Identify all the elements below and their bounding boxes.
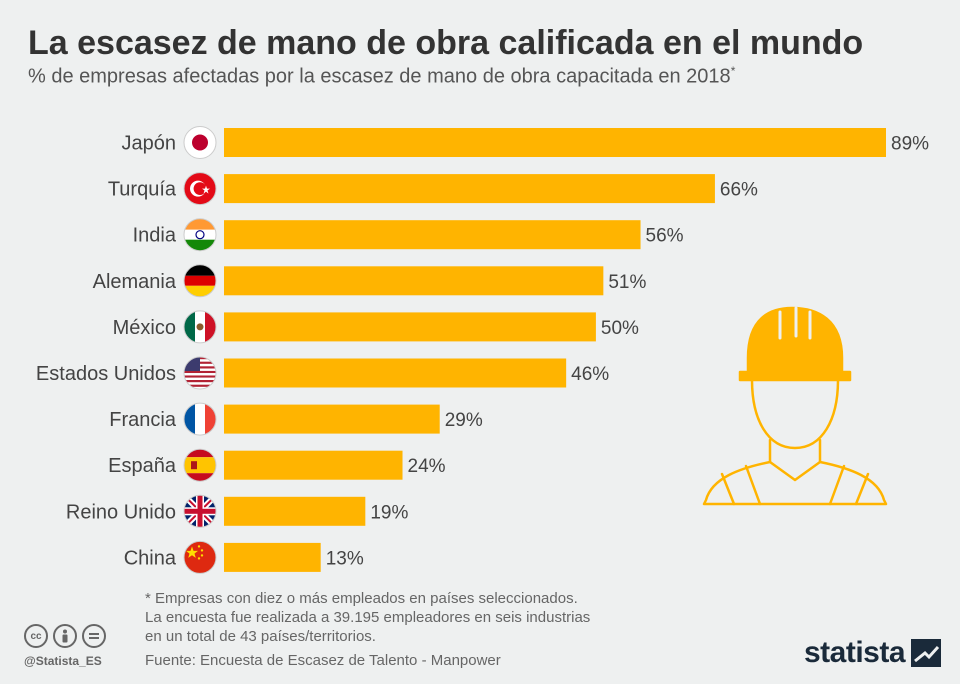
uk-flag-icon	[183, 494, 217, 528]
bar	[224, 404, 440, 434]
country-label: China	[124, 547, 177, 569]
value-label: 56%	[646, 226, 684, 247]
country-label: Francia	[109, 409, 177, 431]
by-icon[interactable]	[53, 624, 77, 648]
japan-flag-icon	[183, 126, 217, 159]
bar	[224, 266, 604, 296]
subtitle-text: % de empresas afectadas por la escasez d…	[28, 65, 731, 88]
footnote: * Empresas con diez o más empleados en p…	[145, 589, 590, 646]
bar	[224, 496, 366, 526]
bar	[224, 358, 567, 388]
social-handle[interactable]: @Statista_ES	[24, 654, 102, 668]
statista-logo[interactable]: statista	[804, 636, 942, 670]
statista-logo-icon	[911, 639, 942, 667]
country-label: Japón	[122, 133, 177, 155]
bar	[224, 128, 886, 157]
usa-flag-icon	[183, 356, 217, 390]
nd-icon[interactable]	[82, 624, 106, 648]
footnote-line: en un total de 43 países/territorios.	[145, 628, 376, 645]
brand-name: statista	[804, 636, 906, 669]
bar	[224, 542, 321, 572]
chart-title: La escasez de mano de obra calificada en…	[28, 24, 864, 62]
country-label: España	[108, 455, 177, 477]
country-label: Turquía	[108, 179, 177, 201]
value-label: 19%	[370, 502, 408, 523]
bars-layer: 89% Japón 66% Turquía 56% India 51% Alemania 50%…	[36, 126, 929, 574]
bar	[224, 174, 715, 204]
footnote-line: La encuesta fue realizada a 39.195 emple…	[145, 609, 591, 626]
value-label: 29%	[445, 410, 483, 431]
bar-chart: 89% Japón 66% Turquía 56% India 51% Alemania 50%…	[36, 126, 929, 574]
cc-icon[interactable]: cc	[24, 624, 48, 648]
india-flag-icon	[183, 218, 217, 252]
value-label: 46%	[571, 364, 609, 385]
germany-flag-icon	[183, 264, 217, 298]
footnote-line: * Empresas con diez o más empleados en p…	[145, 590, 578, 607]
turkey-flag-icon	[183, 172, 217, 206]
mexico-flag-icon	[183, 310, 217, 344]
country-label: India	[133, 225, 177, 247]
value-label: 24%	[408, 456, 446, 477]
bar	[224, 312, 596, 342]
license-icons[interactable]: cc	[24, 624, 106, 648]
equals-icon	[89, 633, 99, 639]
person-icon	[62, 629, 68, 643]
value-label: 66%	[720, 180, 758, 201]
country-label: México	[113, 317, 176, 339]
spain-flag-icon	[183, 448, 217, 482]
value-label: 50%	[601, 318, 639, 339]
bar	[224, 220, 641, 250]
value-label: 13%	[326, 548, 364, 569]
chart-subtitle: % de empresas afectadas por la escasez d…	[28, 64, 735, 89]
source-note: Fuente: Encuesta de Escasez de Talento -…	[145, 652, 501, 669]
country-label: Alemania	[93, 271, 177, 293]
subtitle-footnote-mark: *	[730, 64, 736, 78]
value-label: 89%	[891, 134, 929, 155]
france-flag-icon	[183, 402, 217, 436]
bar	[224, 450, 403, 480]
construction-worker-helmet-icon	[702, 306, 888, 506]
china-flag-icon	[183, 540, 217, 574]
country-label: Reino Unido	[66, 501, 176, 523]
value-label: 51%	[608, 272, 646, 293]
country-label: Estados Unidos	[36, 363, 176, 385]
